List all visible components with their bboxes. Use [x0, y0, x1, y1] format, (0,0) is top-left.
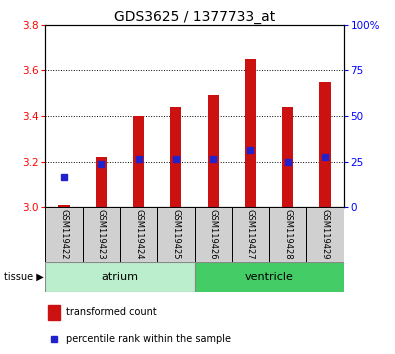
Text: GSM119428: GSM119428 [283, 209, 292, 260]
Bar [45, 207, 83, 262]
Bar [194, 262, 344, 292]
Bar [194, 207, 232, 262]
Bar [232, 207, 269, 262]
Text: GSM119424: GSM119424 [134, 209, 143, 260]
Bar [58, 205, 70, 207]
Bar [269, 207, 307, 262]
Bar [120, 207, 157, 262]
Bar [245, 59, 256, 207]
Bar [96, 157, 107, 207]
Text: GSM119426: GSM119426 [209, 209, 218, 260]
Text: ventricle: ventricle [245, 272, 293, 282]
Text: GSM119423: GSM119423 [97, 209, 106, 260]
Text: atrium: atrium [102, 272, 139, 282]
Text: GSM119422: GSM119422 [60, 209, 69, 260]
Bar [320, 82, 331, 207]
Bar [49, 305, 60, 320]
Text: GSM119425: GSM119425 [171, 209, 181, 260]
Text: GSM119427: GSM119427 [246, 209, 255, 260]
Text: transformed count: transformed count [66, 307, 157, 317]
Text: percentile rank within the sample: percentile rank within the sample [66, 334, 231, 344]
Bar [157, 207, 194, 262]
Bar [282, 107, 293, 207]
Text: GSM119429: GSM119429 [320, 209, 329, 260]
Bar [133, 116, 144, 207]
Title: GDS3625 / 1377733_at: GDS3625 / 1377733_at [114, 10, 275, 24]
Bar [170, 107, 181, 207]
Bar [307, 207, 344, 262]
Text: tissue ▶: tissue ▶ [4, 272, 44, 282]
Bar [83, 207, 120, 262]
Bar [208, 96, 219, 207]
Bar [45, 262, 194, 292]
